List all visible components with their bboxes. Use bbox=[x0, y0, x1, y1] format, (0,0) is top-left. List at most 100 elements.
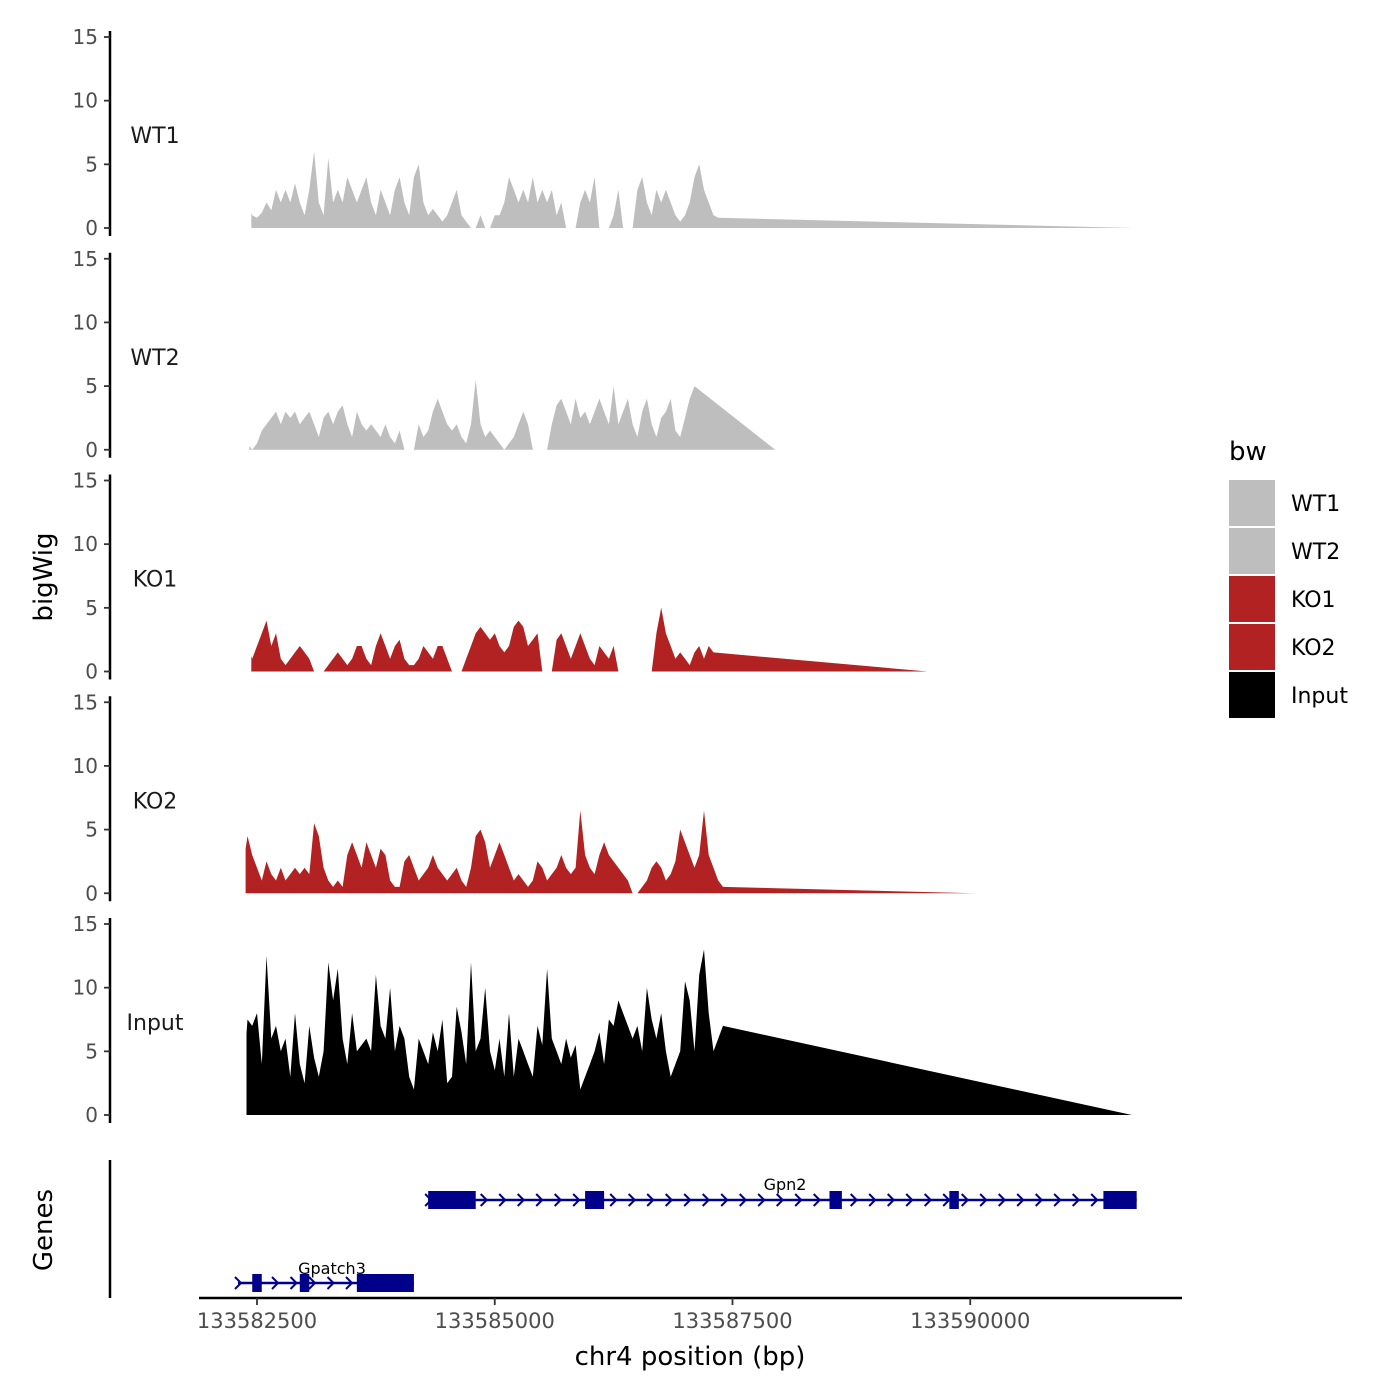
strand-chevron bbox=[886, 1193, 896, 1207]
strand-chevron bbox=[516, 1193, 526, 1207]
gene-label-gpn2: Gpn2 bbox=[764, 1175, 807, 1194]
area-wt2-segment-0 bbox=[249, 405, 405, 450]
legend-key-ko2 bbox=[1229, 624, 1275, 670]
panel-label-wt1: WT1 bbox=[130, 124, 179, 149]
strand-chevron bbox=[664, 1193, 674, 1207]
y-tick-label-input-15: 15 bbox=[73, 912, 98, 936]
exon-gpn2-1 bbox=[428, 1191, 476, 1209]
gene-gpn2: Gpn2 bbox=[424, 1175, 1137, 1209]
strand-chevron bbox=[271, 1276, 280, 1290]
strand-chevron bbox=[905, 1193, 914, 1207]
y-tick-label-wt1-0: 0 bbox=[85, 216, 98, 240]
strand-chevron bbox=[646, 1193, 655, 1207]
strand-chevron bbox=[720, 1193, 729, 1207]
strand-chevron bbox=[308, 1276, 317, 1290]
exon-gpn2-3 bbox=[829, 1191, 842, 1209]
y-tick-label-ko1-0: 0 bbox=[85, 660, 98, 684]
strand-chevron bbox=[553, 1193, 563, 1207]
y-tick-label-ko2-15: 15 bbox=[73, 690, 98, 714]
exon-gpatch3-1 bbox=[252, 1274, 262, 1292]
legend-label-ko1: KO1 bbox=[1291, 588, 1336, 613]
area-wt1-segment-0 bbox=[251, 151, 567, 228]
gene-gpatch3: Gpatch3 bbox=[234, 1259, 414, 1292]
strand-chevron bbox=[757, 1193, 766, 1207]
area-wt2-segment-2 bbox=[547, 386, 776, 450]
strand-chevron bbox=[289, 1276, 298, 1290]
strand-chevron bbox=[1016, 1193, 1025, 1207]
x-tick-label-133587500: 133587500 bbox=[672, 1309, 792, 1333]
y-tick-label-wt1-10: 10 bbox=[73, 89, 98, 113]
legend-label-input: Input bbox=[1291, 684, 1348, 709]
x-tick-label-133590000: 133590000 bbox=[910, 1309, 1030, 1333]
strand-chevron bbox=[868, 1193, 877, 1207]
strand-chevron bbox=[609, 1193, 618, 1207]
panel-label-ko2: KO2 bbox=[133, 789, 178, 814]
panel-label-ko1: KO1 bbox=[133, 568, 178, 593]
gene-label-gpatch3: Gpatch3 bbox=[298, 1259, 366, 1278]
exon-gpn2-2 bbox=[585, 1191, 605, 1209]
exon-gpn2-5 bbox=[1103, 1191, 1137, 1209]
x-tick-label-133582500: 133582500 bbox=[197, 1309, 317, 1333]
legend-label-ko2: KO2 bbox=[1291, 636, 1336, 661]
strand-chevron bbox=[1090, 1193, 1099, 1207]
strand-chevron bbox=[345, 1276, 354, 1290]
y-axis-title: bigWig bbox=[29, 532, 59, 621]
strand-chevron bbox=[683, 1193, 692, 1207]
panel-wt2: 0 5 10 15 WT2 bbox=[73, 247, 1133, 462]
y-tick-label-input-0: 0 bbox=[85, 1103, 98, 1127]
strand-chevron bbox=[979, 1193, 988, 1207]
y-tick-label-ko1-5: 5 bbox=[85, 596, 98, 620]
legend-label-wt2: WT2 bbox=[1291, 540, 1340, 565]
strand-chevron bbox=[572, 1193, 581, 1207]
x-tick-label-133585000: 133585000 bbox=[435, 1309, 555, 1333]
exon-gpn2-4 bbox=[949, 1191, 959, 1209]
strand-chevron bbox=[498, 1193, 507, 1207]
y-tick-label-wt2-0: 0 bbox=[85, 438, 98, 462]
signal-panels: 0 5 10 15 WT1 0 5 10 15 WT2 0 5 10 15 KO1 0 5 10 15 KO2 0 5 10… bbox=[73, 25, 1133, 1127]
strand-chevron bbox=[942, 1193, 951, 1207]
strand-chevron bbox=[535, 1193, 544, 1207]
legend-key-input bbox=[1229, 672, 1275, 718]
legend-key-ko1 bbox=[1229, 576, 1275, 622]
strand-chevron bbox=[738, 1193, 748, 1207]
y-tick-label-ko1-15: 15 bbox=[73, 469, 98, 493]
y-tick-label-input-5: 5 bbox=[85, 1039, 98, 1063]
strand-chevron bbox=[1053, 1193, 1062, 1207]
panel-ko2: 0 5 10 15 KO2 bbox=[73, 690, 1133, 905]
y-tick-label-wt2-15: 15 bbox=[73, 247, 98, 271]
area-ko1-segment-2 bbox=[551, 633, 619, 672]
strand-chevron bbox=[479, 1193, 489, 1207]
exon-gpatch3-2 bbox=[299, 1274, 310, 1292]
area-ko1-segment-0 bbox=[251, 620, 315, 672]
area-wt1-segment-3 bbox=[632, 164, 1133, 228]
area-wt1-segment-2 bbox=[608, 189, 624, 228]
gene-track-title: Genes bbox=[29, 1189, 59, 1271]
y-tick-label-wt2-10: 10 bbox=[73, 310, 98, 334]
legend-title: bw bbox=[1229, 437, 1267, 467]
legend: bw WT1 WT2 KO1 KO2 Input bbox=[1229, 437, 1348, 718]
strand-chevron bbox=[775, 1193, 785, 1207]
exon-gpatch3-3 bbox=[356, 1274, 414, 1292]
strand-chevron bbox=[701, 1193, 711, 1207]
strand-chevron bbox=[960, 1193, 970, 1207]
area-wt1-segment-1 bbox=[575, 177, 600, 228]
y-tick-label-ko1-10: 10 bbox=[73, 532, 98, 556]
area-wt2-segment-1 bbox=[413, 379, 533, 450]
strand-chevron bbox=[627, 1193, 637, 1207]
strand-chevron bbox=[1071, 1193, 1081, 1207]
strand-chevron bbox=[812, 1193, 822, 1207]
legend-key-wt1 bbox=[1229, 480, 1275, 526]
strand-chevron bbox=[326, 1276, 335, 1290]
panel-input: 0 5 10 15 Input bbox=[73, 912, 1132, 1127]
x-axis-title: chr4 position (bp) bbox=[575, 1342, 806, 1372]
strand-chevron bbox=[234, 1276, 243, 1290]
y-tick-label-ko2-5: 5 bbox=[85, 818, 98, 842]
strand-chevron bbox=[997, 1193, 1007, 1207]
strand-chevron bbox=[849, 1193, 859, 1207]
y-tick-label-wt2-5: 5 bbox=[85, 374, 98, 398]
legend-key-wt2 bbox=[1229, 528, 1275, 574]
strand-chevron bbox=[794, 1193, 803, 1207]
panel-wt1: 0 5 10 15 WT1 bbox=[73, 25, 1133, 240]
gene-track: Gpn2 Gpatch3 bbox=[108, 1160, 1137, 1298]
